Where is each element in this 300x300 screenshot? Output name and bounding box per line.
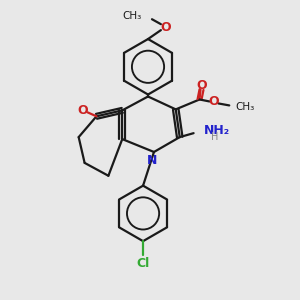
- Text: CH₃: CH₃: [123, 11, 142, 21]
- Text: Cl: Cl: [136, 257, 150, 270]
- Text: O: O: [196, 79, 207, 92]
- Text: N: N: [147, 154, 157, 167]
- Text: CH₃: CH₃: [235, 102, 254, 112]
- Text: O: O: [77, 104, 88, 117]
- Text: O: O: [160, 21, 171, 34]
- Text: O: O: [208, 95, 219, 108]
- Text: NH₂: NH₂: [203, 124, 230, 137]
- Text: H: H: [212, 132, 219, 142]
